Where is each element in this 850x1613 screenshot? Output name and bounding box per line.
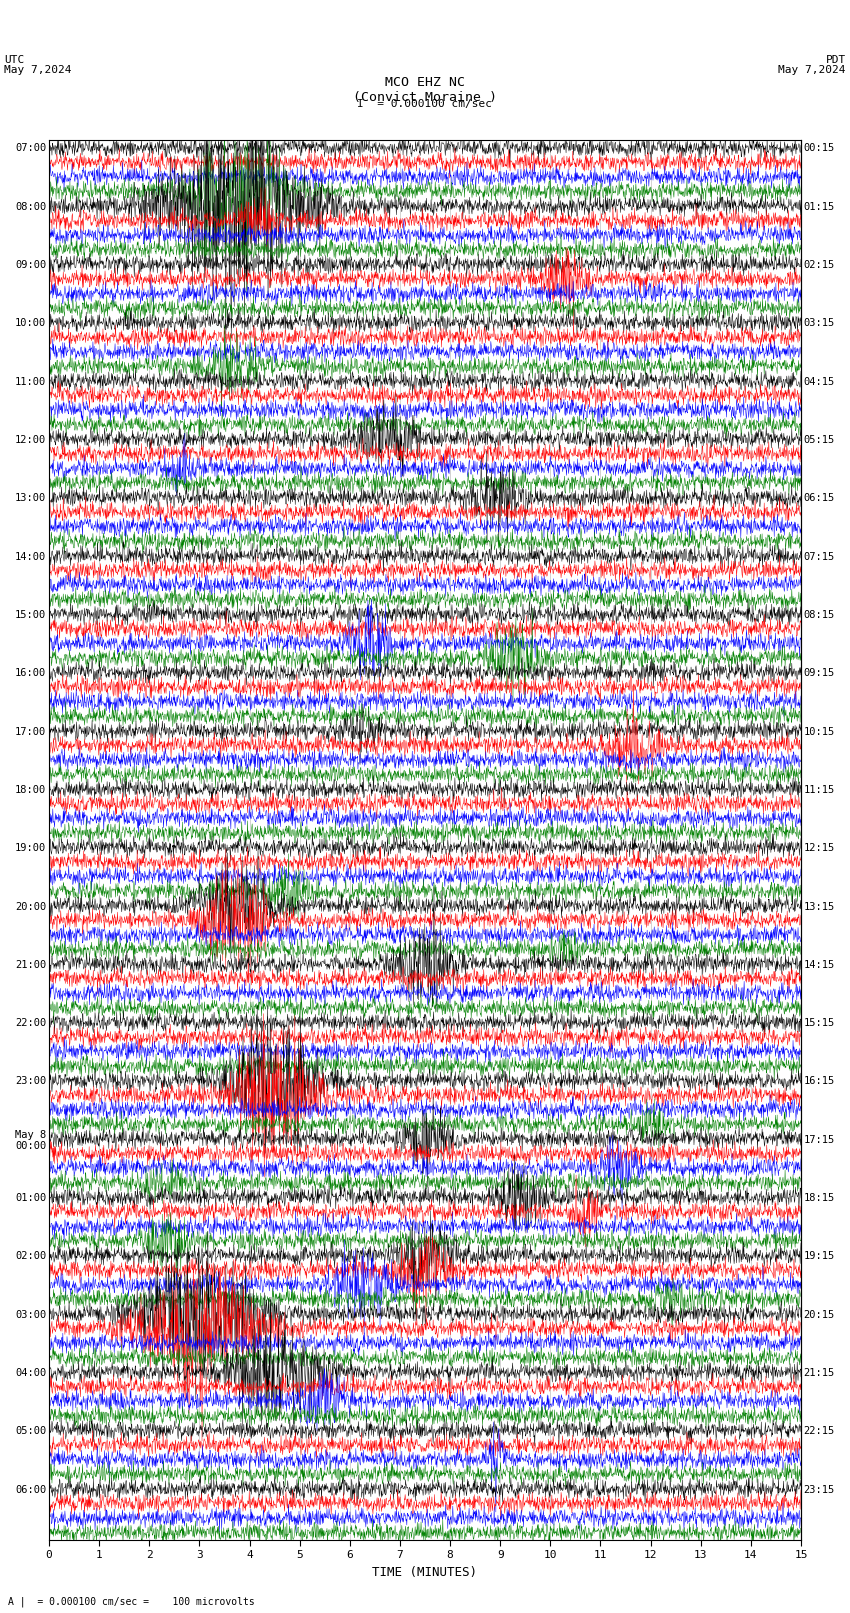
Text: May 7,2024: May 7,2024: [779, 65, 846, 74]
Text: I  = 0.000100 cm/sec: I = 0.000100 cm/sec: [358, 100, 492, 110]
Text: A |  = 0.000100 cm/sec =    100 microvolts: A | = 0.000100 cm/sec = 100 microvolts: [8, 1595, 255, 1607]
Text: PDT: PDT: [825, 55, 846, 65]
Text: UTC: UTC: [4, 55, 25, 65]
Text: May 7,2024: May 7,2024: [4, 65, 71, 74]
Title: MCO EHZ NC
(Convict Moraine ): MCO EHZ NC (Convict Moraine ): [353, 76, 497, 105]
X-axis label: TIME (MINUTES): TIME (MINUTES): [372, 1566, 478, 1579]
